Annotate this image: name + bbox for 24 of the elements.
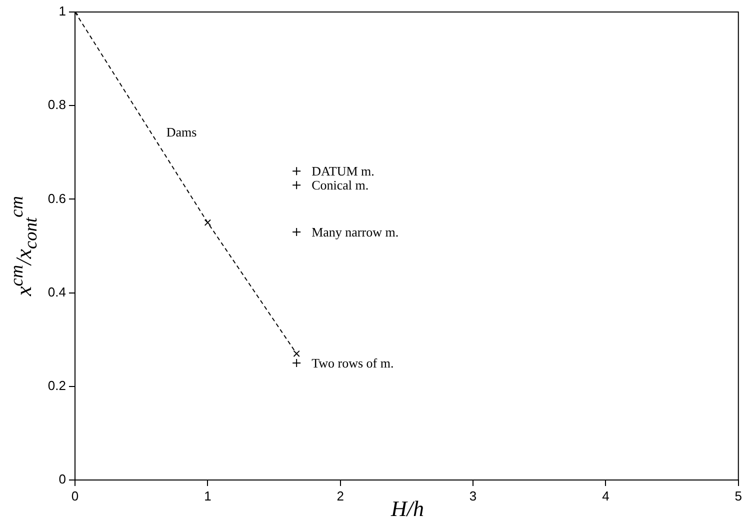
y-tick-label: 0.8 [48, 97, 66, 112]
x-tick-label: 5 [734, 488, 742, 504]
point [292, 166, 302, 176]
x-tick-label: 1 [204, 488, 212, 504]
x-tick-label: 2 [336, 488, 344, 504]
x-tick-label: 0 [71, 488, 79, 504]
point [292, 180, 302, 190]
point [292, 358, 302, 368]
x-axis-title: H/h [391, 496, 424, 521]
series-label: Conical m. [312, 178, 369, 193]
series-label: Many narrow m. [312, 224, 399, 240]
y-tick-label: 0.6 [48, 190, 66, 206]
x-tick-label: 3 [469, 488, 477, 504]
point [293, 350, 300, 357]
point [292, 227, 302, 236]
series-label: Dams [166, 124, 197, 140]
x-tick-label: 4 [602, 488, 610, 504]
y-tick-label: 0.4 [48, 284, 66, 300]
series-label: Two rows of m. [312, 356, 394, 370]
y-tick-label: 0 [58, 472, 66, 487]
series-label: DATUM m. [312, 164, 374, 179]
y-tick-label: 1 [58, 4, 66, 19]
point [204, 219, 212, 226]
y-tick-label: 0.2 [48, 378, 66, 393]
